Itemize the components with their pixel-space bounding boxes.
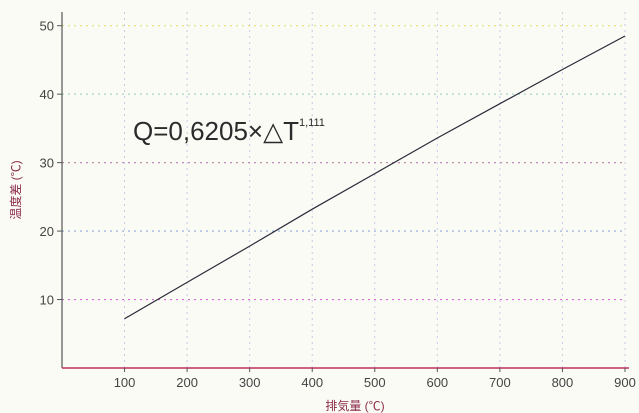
y-tick-label: 50 [40, 19, 54, 34]
y-tick-label: 20 [40, 224, 54, 239]
y-axis-label: 温度差 (℃) [8, 160, 23, 219]
formula-annotation: Q=0,6205×△T1,111 [133, 116, 325, 146]
y-tick-label: 10 [40, 293, 54, 308]
formula-exponent: 1,111 [299, 117, 325, 129]
x-tick-label: 400 [301, 375, 323, 390]
x-axis-label: 排気量 (℃) [325, 398, 384, 413]
x-tick-label: 600 [426, 375, 448, 390]
x-tick-label: 100 [114, 375, 136, 390]
x-tick-label: 300 [239, 375, 261, 390]
x-tick-label: 500 [364, 375, 386, 390]
x-tick-label: 900 [614, 375, 636, 390]
x-tick-label: 800 [552, 375, 574, 390]
y-tick-label: 40 [40, 87, 54, 102]
label-layer: 10 20 30 40 50 100 200 300 400 500 600 700 800 900 [40, 19, 636, 390]
formula-main-text: Q=0,6205×△T [133, 116, 299, 146]
x-tick-label: 700 [489, 375, 511, 390]
series-line [124, 35, 626, 320]
series-layer [124, 35, 626, 320]
grid-layer [62, 12, 626, 368]
y-tick-label: 30 [40, 156, 54, 171]
x-tick-label: 200 [176, 375, 198, 390]
axes-layer [57, 12, 629, 372]
